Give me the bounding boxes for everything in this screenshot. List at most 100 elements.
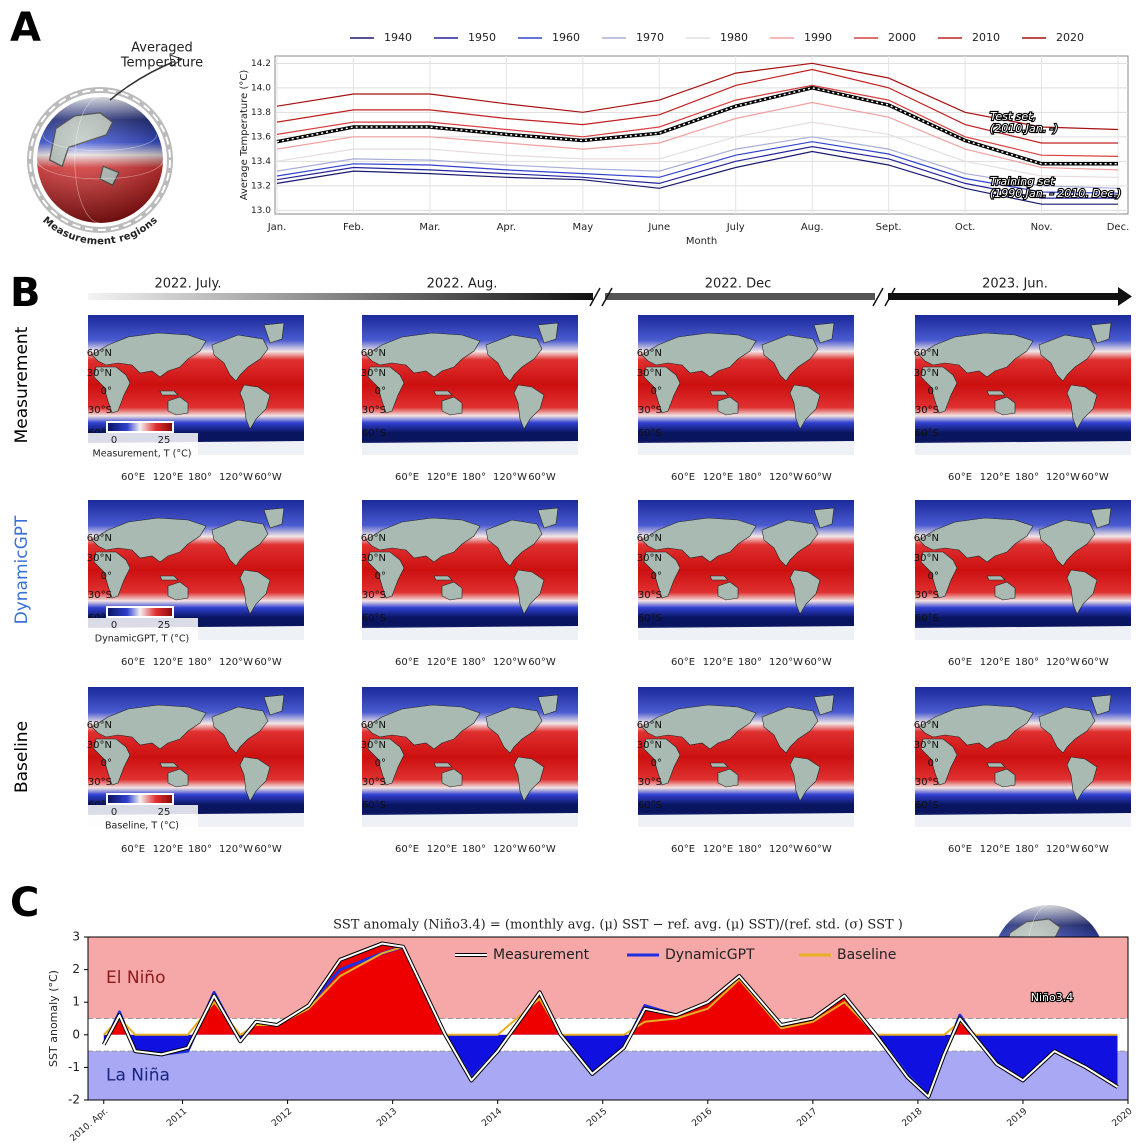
lat-label: 60°S: [915, 800, 939, 811]
column-header: 2022. Aug.: [427, 277, 498, 292]
lat-label: 30°S: [362, 590, 386, 601]
y-tick-label: 13.6: [251, 132, 271, 142]
lat-label: 30°S: [638, 590, 662, 601]
legend-label: 1950: [468, 31, 496, 44]
lon-label: 180°: [738, 472, 762, 483]
lon-label: 180°: [1015, 657, 1039, 668]
lon-label: 120°E: [427, 472, 457, 483]
lon-label: 60°E: [948, 472, 972, 483]
region: [88, 937, 1128, 1019]
lat-label: 30°S: [638, 405, 662, 416]
globe-label: Temperature: [120, 56, 203, 71]
lat-label: 30°N: [87, 553, 112, 564]
legend-label: DynamicGPT: [665, 947, 755, 963]
lat-label: 0°: [101, 386, 112, 397]
timeline: [888, 293, 1122, 300]
lat-label: 60°N: [361, 720, 386, 731]
x-tick-label: 2010. Apr.: [68, 1107, 110, 1144]
lon-label: 60°E: [395, 472, 419, 483]
globe-dash: [29, 89, 171, 231]
legend-label: 1980: [720, 31, 748, 44]
lat-label: 60°S: [362, 613, 386, 624]
x-tick-label: Nov.: [1031, 222, 1053, 233]
y-tick-label: 14.2: [251, 59, 271, 69]
lon-label: 60°W: [254, 844, 282, 855]
lat-label: 0°: [928, 758, 939, 769]
lon-label: 180°: [1015, 844, 1039, 855]
lon-label: 120°E: [980, 844, 1010, 855]
colorbar-tick: 25: [158, 620, 171, 631]
lon-label: 180°: [188, 844, 212, 855]
series-line: [102, 942, 1119, 1098]
lon-label: 60°E: [671, 657, 695, 668]
x-tick-label: Mar.: [419, 222, 440, 233]
lon-label: 120°W: [219, 844, 253, 855]
colorbar-label-box: [88, 618, 198, 646]
lon-label: 60°W: [804, 844, 832, 855]
y-tick-label: 14.0: [251, 83, 271, 93]
colorbar: [108, 423, 172, 431]
x-tick-label: 2017: [795, 1107, 819, 1129]
series-line: [276, 101, 1119, 171]
lon-label: 180°: [462, 657, 486, 668]
lat-label: 60°S: [362, 800, 386, 811]
lat-label: 60°S: [362, 428, 386, 439]
x-tick-label: 2019: [1006, 1106, 1030, 1129]
lon-label: 60°E: [948, 657, 972, 668]
lon-label: 60°W: [528, 657, 556, 668]
lat-label: 30°N: [361, 368, 386, 379]
colorbar-tick: 25: [158, 807, 171, 818]
x-tick-label: Apr.: [497, 222, 517, 233]
lat-label: 0°: [375, 571, 386, 582]
timeline-break: [589, 287, 896, 307]
column-header: 2022. July.: [154, 277, 221, 292]
lat-label: 30°S: [915, 777, 939, 788]
area-negative: [103, 1034, 1118, 1097]
lon-label: 120°W: [219, 472, 253, 483]
legend-label: 1970: [636, 31, 664, 44]
lon-label: 120°W: [1046, 472, 1080, 483]
lon-label: 60°E: [395, 657, 419, 668]
legend-label: 1990: [804, 31, 832, 44]
lon-label: 120°W: [493, 844, 527, 855]
y-tick-label: 13.2: [251, 181, 271, 191]
lat-label: 0°: [375, 758, 386, 769]
lon-label: 120°E: [703, 657, 733, 668]
row-label: Measurement: [12, 326, 32, 443]
colorbar-tick: 0: [111, 807, 117, 818]
lon-label: 120°E: [427, 657, 457, 668]
lon-label: 120°W: [769, 657, 803, 668]
series-line: [276, 141, 1119, 194]
x-tick-label: Aug.: [801, 222, 824, 233]
y-tick-label: 1: [72, 995, 80, 1009]
legend-label: 1940: [384, 31, 412, 44]
lat-label: 30°S: [915, 405, 939, 416]
lat-label: 60°N: [637, 348, 662, 359]
annotation: (2010.Jan. -): [990, 122, 1058, 135]
colorbar-label-box: [88, 805, 198, 833]
lat-label: 30°S: [88, 777, 112, 788]
annotation: (1990.Jan. - 2010. Dec.): [990, 187, 1121, 200]
lat-label: 0°: [928, 571, 939, 582]
legend-label: 2000: [888, 31, 916, 44]
annotation: Training set: [990, 175, 1055, 188]
plot-border: [87, 936, 1129, 1101]
lon-label: 60°W: [1081, 844, 1109, 855]
lon-label: 120°E: [153, 472, 183, 483]
lon-label: 60°W: [528, 844, 556, 855]
x-tick-label: 2012: [270, 1107, 294, 1129]
lon-label: 120°E: [427, 844, 457, 855]
y-tick-label: 3: [72, 930, 80, 944]
row-label: DynamicGPT: [12, 515, 32, 624]
x-tick-label: 2013: [375, 1107, 399, 1129]
lat-label: 30°N: [637, 740, 662, 751]
lon-label: 60°W: [804, 657, 832, 668]
series-line: [276, 145, 1118, 199]
inset-label: Niño3.4: [1031, 991, 1073, 1004]
lat-label: 30°S: [362, 405, 386, 416]
x-tick-label: Dec.: [1107, 222, 1130, 233]
lat-label: 30°N: [87, 368, 112, 379]
lat-label: 0°: [101, 758, 112, 769]
lon-label: 60°W: [254, 472, 282, 483]
